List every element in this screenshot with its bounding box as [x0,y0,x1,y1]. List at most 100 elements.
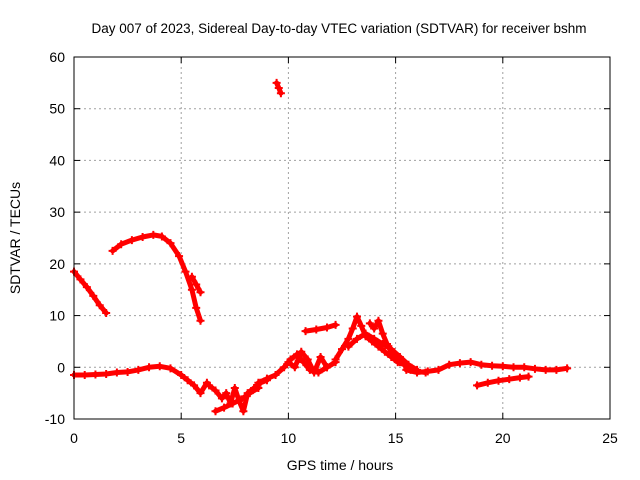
data-point [102,308,111,317]
data-point [80,371,89,380]
data-point [391,352,400,361]
x-tick-label: 25 [602,430,618,446]
x-tick-label: 0 [70,430,78,446]
data-point [112,368,121,377]
data-point [228,399,237,408]
data-point [541,365,550,374]
data-point [127,236,136,245]
y-tick-label: -10 [45,411,65,427]
series-line [303,322,339,334]
data-point [254,378,263,387]
data-point [276,89,285,98]
data-point [123,367,132,376]
series-arc-peak-1 [331,312,430,377]
plot-frame [73,56,611,420]
data-point [466,358,475,367]
data-point [370,334,379,343]
data-point [374,316,383,325]
data-point [220,403,229,412]
data-point [76,275,85,284]
data-point [413,368,422,377]
data-point [316,352,325,361]
data-point [280,363,289,372]
data-point [383,340,392,349]
data-point [91,370,100,379]
data-point [134,365,143,374]
data-point [331,320,340,329]
data-point [299,358,308,367]
data-point [303,355,312,364]
data-point [322,323,331,332]
data-point [149,230,158,239]
data-point [494,376,503,385]
y-tick-label: 40 [49,152,65,168]
y-tick-label: 50 [49,101,65,117]
data-point [102,370,111,379]
data-point [190,381,199,390]
data-point [284,358,293,367]
data-point [423,367,432,376]
series-line [333,314,429,375]
data-point [274,84,283,93]
data-point [434,365,443,374]
y-axis-ticks: -10 0 10 20 30 40 50 60 [45,49,610,427]
series-arc-short [187,272,205,297]
data-point [217,394,226,403]
data-point [301,327,310,336]
data-point [272,78,281,87]
data-point [310,368,319,377]
y-tick-label: 20 [49,256,65,272]
y-tick-label: 30 [49,204,65,220]
data-point [271,371,280,380]
data-point [353,312,362,321]
series-line [403,359,570,375]
data-point [175,252,184,261]
x-tick-label: 20 [495,430,511,446]
data-point [455,359,464,368]
data-point [196,288,205,297]
data-point [563,364,572,373]
data-point [183,376,192,385]
data-point [108,246,117,255]
data-point [483,378,492,387]
data-point [387,347,396,356]
x-axis-label: GPS time / hours [287,457,394,473]
data-point [290,363,299,372]
series-arc-hump [108,230,205,325]
data-point [378,329,387,338]
data-point [245,389,254,398]
data-point [473,381,482,390]
data-point [370,324,379,333]
series-arc-late-low [473,372,533,390]
y-axis-label: SDTVAR / TECUs [7,182,23,294]
data-marks [70,78,572,416]
series-line [71,269,109,316]
data-point [181,267,190,276]
data-point [239,407,248,416]
data-point [157,232,166,241]
x-axis-ticks: 0 5 10 15 20 25 [70,57,618,446]
data-point [353,334,362,343]
series-arc-wiggle [284,347,331,377]
data-point [187,285,196,294]
data-point [552,365,561,374]
data-point [404,360,413,369]
series-arc-dip-lower [211,383,263,416]
data-point [95,301,104,310]
data-point [196,389,205,398]
series-arc-peak-3 [365,316,404,367]
data-point [515,373,524,382]
data-point [498,362,507,371]
data-point [192,280,201,289]
data-point [205,381,214,390]
data-point [297,347,306,356]
series-line [110,232,203,324]
data-point [395,358,404,367]
data-point [312,325,321,334]
x-tick-label: 10 [281,430,297,446]
data-point [488,361,497,370]
data-point [361,329,370,338]
data-point [505,375,514,384]
data-point [348,324,357,333]
data-point [237,395,246,404]
